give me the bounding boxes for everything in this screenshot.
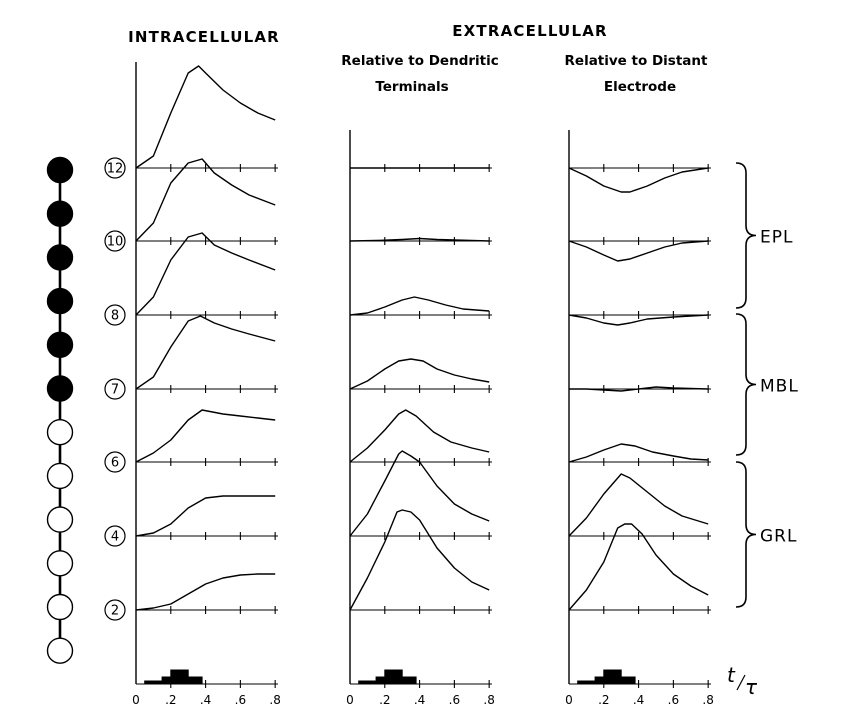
compartment-circle-open bbox=[46, 637, 74, 664]
x-tick-label: .6 bbox=[449, 693, 460, 707]
compartment-circle-filled bbox=[46, 287, 74, 315]
trace-row-12 bbox=[568, 167, 709, 193]
region-brace bbox=[735, 461, 757, 608]
x-tick-labels: 0 .2 .4 .6 .8 0 .2 .4 .6 .8 0 .2 .4 .6 .8 bbox=[132, 693, 714, 707]
region-label-mbl: MBL bbox=[760, 377, 799, 397]
compartment-circle-filled bbox=[46, 200, 74, 227]
x-tick-label: .4 bbox=[633, 693, 644, 707]
trace-row-2 bbox=[135, 573, 276, 611]
x-tick-label: .8 bbox=[702, 693, 713, 707]
header-dendritic-line1: Relative to Dendritic bbox=[341, 53, 498, 69]
stimulus-histogram bbox=[569, 669, 636, 685]
compartment-circle-open bbox=[46, 506, 74, 533]
trace-row-2 bbox=[349, 509, 490, 611]
panel-distant bbox=[568, 130, 711, 688]
trace-row-8 bbox=[135, 232, 276, 316]
trace-row-4 bbox=[349, 450, 490, 537]
compartment-label: 4 bbox=[111, 530, 119, 545]
x-tick-label: .6 bbox=[668, 693, 679, 707]
header-intracellular: INTRACELLULAR bbox=[128, 28, 280, 46]
neuron-chain bbox=[46, 156, 74, 664]
x-tick-label: .2 bbox=[598, 693, 609, 707]
header-distant-line1: Relative to Distant bbox=[565, 53, 708, 69]
x-tick-label: 0 bbox=[565, 693, 573, 707]
compartment-circle-filled bbox=[46, 156, 74, 184]
compartment-label: 6 bbox=[111, 456, 119, 471]
compartment-label: 12 bbox=[107, 162, 124, 177]
compartment-circle-open bbox=[46, 593, 74, 621]
x-axis-label-slash bbox=[736, 674, 746, 691]
compartment-circle-open bbox=[46, 462, 74, 490]
x-axis-label-tau: τ bbox=[745, 675, 758, 699]
trace-row-10 bbox=[568, 240, 709, 262]
compartment-circle-filled bbox=[46, 331, 74, 358]
trace-row-7 bbox=[135, 315, 276, 390]
trace-row-10 bbox=[135, 158, 276, 242]
panel-dendritic bbox=[349, 130, 492, 688]
compartment-label-circle bbox=[104, 157, 126, 179]
trace-row-2 bbox=[568, 523, 709, 611]
x-tick-label: .8 bbox=[483, 693, 494, 707]
trace-row-6 bbox=[349, 409, 490, 463]
x-tick-label: .8 bbox=[269, 693, 280, 707]
header-distant-line2: Electrode bbox=[604, 79, 676, 95]
compartment-label-circle bbox=[104, 230, 126, 252]
trace-row-4 bbox=[568, 473, 709, 537]
compartment-labels: 12 10 8 7 6 4 2 bbox=[104, 157, 126, 621]
trace-row-8 bbox=[349, 296, 490, 316]
compartment-label: 7 bbox=[111, 383, 119, 398]
trace-row-6 bbox=[568, 443, 709, 463]
trace-row-7 bbox=[569, 386, 709, 392]
trace-panels bbox=[135, 62, 711, 688]
trace-row-12 bbox=[135, 65, 276, 169]
stimulus-histogram bbox=[350, 669, 417, 685]
header-extracellular: EXTRACELLULAR bbox=[452, 22, 608, 40]
compartment-label-circle bbox=[104, 599, 126, 621]
region-brace bbox=[735, 313, 757, 456]
panel-intracellular bbox=[135, 62, 278, 688]
x-tick-label: 0 bbox=[132, 693, 140, 707]
compartment-circle-open bbox=[46, 550, 74, 577]
region-label-epl: EPL bbox=[760, 228, 793, 248]
stimulus-histogram bbox=[136, 669, 203, 685]
region-brace bbox=[735, 162, 757, 309]
trace-row-4 bbox=[135, 495, 276, 537]
x-tick-label: .2 bbox=[165, 693, 176, 707]
trace-row-10 bbox=[349, 237, 490, 242]
compartment-label: 2 bbox=[111, 604, 119, 619]
x-tick-label: .6 bbox=[235, 693, 246, 707]
region-braces: EPL MBL GRL bbox=[735, 162, 799, 608]
x-axis-label-t: t bbox=[727, 663, 736, 687]
compartment-label-circle bbox=[104, 378, 126, 400]
x-tick-label: .2 bbox=[379, 693, 390, 707]
x-tick-label: 0 bbox=[346, 693, 354, 707]
compartment-circle-filled bbox=[46, 244, 74, 271]
compartment-label: 10 bbox=[107, 235, 124, 250]
trace-row-8 bbox=[568, 314, 709, 326]
compartment-label-circle bbox=[104, 525, 126, 547]
compartment-label-circle bbox=[104, 451, 126, 473]
compartment-circle-open bbox=[46, 419, 74, 446]
compartment-circle-filled bbox=[46, 375, 74, 402]
x-tick-label: .4 bbox=[200, 693, 211, 707]
compartment-label-circle bbox=[104, 304, 126, 326]
trace-row-6 bbox=[135, 409, 276, 463]
trace-row-7 bbox=[349, 358, 490, 390]
x-tick-label: .4 bbox=[414, 693, 425, 707]
header-dendritic-line2: Terminals bbox=[375, 79, 448, 95]
region-label-grl: GRL bbox=[760, 527, 797, 547]
compartment-label: 8 bbox=[111, 309, 119, 324]
